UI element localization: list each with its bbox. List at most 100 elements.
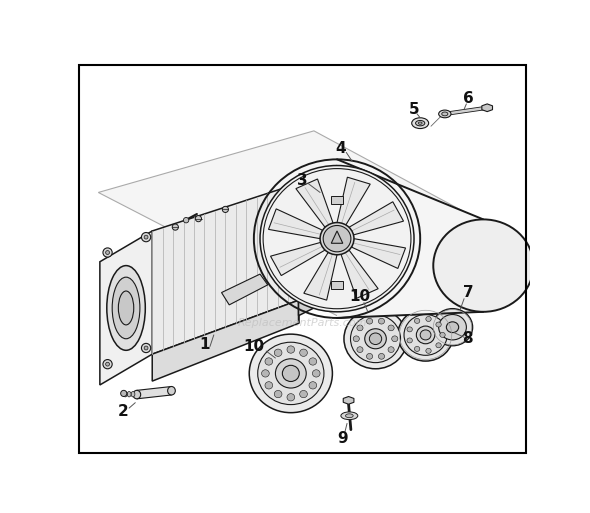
Polygon shape [299,166,337,300]
Ellipse shape [103,248,112,257]
Ellipse shape [407,327,412,332]
Ellipse shape [222,206,228,212]
Ellipse shape [300,390,307,398]
Ellipse shape [119,291,134,325]
Polygon shape [100,231,152,385]
Polygon shape [337,177,371,225]
Ellipse shape [412,118,429,129]
Polygon shape [99,131,514,315]
Polygon shape [482,104,493,112]
Ellipse shape [120,390,127,397]
Ellipse shape [353,336,359,342]
Ellipse shape [103,360,112,369]
Ellipse shape [309,382,317,389]
Ellipse shape [131,391,135,397]
Ellipse shape [388,325,394,331]
Ellipse shape [438,110,451,118]
Ellipse shape [440,332,445,338]
Ellipse shape [357,347,363,352]
Ellipse shape [172,224,178,230]
Ellipse shape [144,235,148,239]
Ellipse shape [183,218,189,223]
Ellipse shape [344,309,407,369]
Ellipse shape [283,365,299,382]
Ellipse shape [436,322,441,327]
Ellipse shape [323,226,351,252]
Text: 9: 9 [337,431,348,446]
Polygon shape [268,209,323,239]
Polygon shape [299,281,337,315]
Ellipse shape [142,343,150,352]
Polygon shape [331,281,343,289]
Polygon shape [349,202,404,235]
Ellipse shape [300,349,307,357]
Polygon shape [152,300,299,381]
Ellipse shape [365,329,386,349]
Text: 8: 8 [463,331,473,346]
Ellipse shape [107,266,145,350]
Polygon shape [137,386,172,399]
Text: 3: 3 [297,173,308,188]
Ellipse shape [123,391,127,397]
Ellipse shape [417,326,435,344]
Polygon shape [352,239,405,268]
Polygon shape [296,179,333,227]
Polygon shape [337,160,483,318]
Ellipse shape [414,319,420,323]
Ellipse shape [195,215,202,222]
Ellipse shape [260,166,414,312]
Ellipse shape [432,309,473,346]
Ellipse shape [274,349,282,357]
Ellipse shape [398,309,453,361]
Ellipse shape [249,334,332,412]
Polygon shape [221,274,268,305]
Ellipse shape [320,223,354,255]
Ellipse shape [407,338,412,343]
Text: 10: 10 [243,339,264,354]
Ellipse shape [133,390,140,399]
Ellipse shape [287,393,294,401]
Ellipse shape [341,412,358,420]
Ellipse shape [392,336,398,342]
Text: 1: 1 [199,338,210,352]
Ellipse shape [112,277,140,339]
Ellipse shape [438,314,466,340]
Ellipse shape [442,112,448,116]
Ellipse shape [265,382,273,389]
Ellipse shape [258,342,324,405]
Ellipse shape [378,318,385,324]
Text: 10: 10 [349,289,371,304]
Polygon shape [331,196,343,204]
Ellipse shape [274,390,282,398]
Ellipse shape [404,314,447,356]
Ellipse shape [261,370,269,377]
Ellipse shape [142,232,150,242]
Ellipse shape [415,121,425,126]
Ellipse shape [366,353,373,359]
Ellipse shape [144,346,148,350]
Ellipse shape [447,322,458,332]
Polygon shape [343,397,354,404]
Ellipse shape [426,348,431,353]
Ellipse shape [433,220,533,312]
Ellipse shape [388,347,394,352]
Ellipse shape [426,317,431,322]
Polygon shape [152,183,299,354]
Ellipse shape [287,346,294,353]
Ellipse shape [357,325,363,331]
Ellipse shape [309,358,317,365]
Text: 7: 7 [463,285,473,300]
Ellipse shape [350,315,401,363]
Ellipse shape [420,330,431,340]
Ellipse shape [106,362,110,366]
Ellipse shape [378,353,385,359]
Text: 2: 2 [117,404,129,420]
Polygon shape [304,252,337,300]
Polygon shape [341,250,378,299]
Text: 5: 5 [409,102,419,117]
Text: ReplacementParts.com: ReplacementParts.com [238,319,367,328]
Ellipse shape [127,391,131,397]
Polygon shape [331,231,343,243]
Ellipse shape [312,370,320,377]
Ellipse shape [436,343,441,348]
